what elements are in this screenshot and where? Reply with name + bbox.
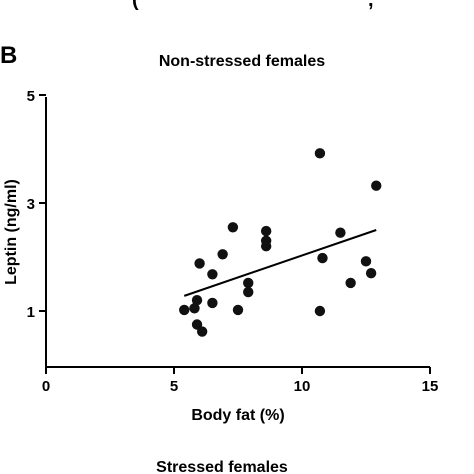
data-point [317,252,328,264]
data-point [360,256,372,267]
y-axis-label: Leptin (ng/ml) [3,179,20,285]
top-clipped-text-left: ( [132,0,139,11]
x-axis-label: Body fat (%) [191,407,284,424]
top-clipped-text-right: , [368,0,374,11]
chart-title: Non-stressed females [159,53,325,70]
data-point [314,148,326,159]
data-point [232,304,244,316]
x-tick-label: 10 [294,378,311,395]
data-point [207,297,218,309]
y-tick-label: 5 [27,88,35,105]
data-point [196,326,208,337]
data-point [191,295,203,306]
x-tick-label: 0 [42,378,50,395]
data-point [335,227,346,238]
y-tick-label: 3 [27,196,35,213]
data-point [207,269,218,280]
data-point [371,180,382,191]
data-point [179,304,190,316]
data-point [217,249,228,260]
data-point [194,258,205,269]
data-point [227,222,239,233]
plot-area: 0 5 10 15 1 3 5 [27,88,439,395]
data-point [345,277,356,289]
next-panel-title: Stressed females [156,459,288,474]
data-point [189,303,200,314]
data-point [243,277,254,289]
data-point [365,268,377,279]
regression-line [183,229,377,297]
data-point [260,225,272,237]
data-point [260,241,272,252]
x-tick-label: 5 [170,378,178,395]
panel-label: B [0,42,17,69]
data-point [314,305,326,317]
x-tick-label: 15 [422,378,439,395]
y-tick-label: 1 [27,304,35,321]
data-point [243,286,254,298]
